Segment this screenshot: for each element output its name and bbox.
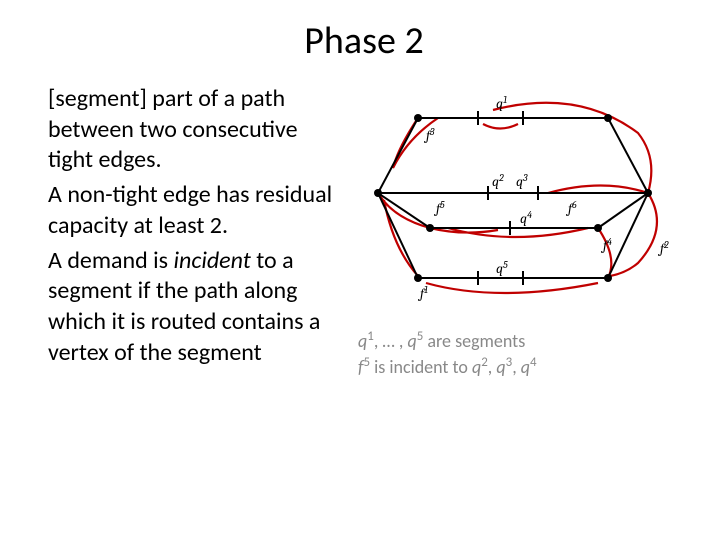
para-1: [segment] part of a path between two con… bbox=[48, 84, 348, 176]
label-q4: q4 bbox=[520, 209, 532, 227]
curve-f2 bbox=[610, 193, 657, 276]
graph-labels: q1 q2 q3 q4 q5 f1 f2 f3 f4 f5 f6 bbox=[417, 94, 669, 302]
graph-diagram: q1 q2 q3 q4 q5 f1 f2 f3 f4 f5 f6 bbox=[348, 78, 688, 318]
label-q5: q5 bbox=[496, 259, 508, 277]
label-q2: q2 bbox=[492, 172, 504, 190]
caption-line-1: q1, … , q5 are segments bbox=[358, 328, 537, 354]
para-3a: A demand is bbox=[48, 246, 174, 275]
curve-q1 bbox=[483, 124, 518, 129]
text-column: [segment] part of a path between two con… bbox=[48, 84, 348, 372]
diagram-column: q1 q2 q3 q4 q5 f1 f2 f3 f4 f5 f6 q1, … ,… bbox=[358, 84, 680, 372]
label-f6: f6 bbox=[565, 199, 577, 217]
caption-line-2: f5 is incident to q2, q3, q4 bbox=[358, 354, 537, 380]
tick-marks bbox=[478, 111, 538, 285]
label-f2: f2 bbox=[657, 239, 669, 257]
caption: q1, … , q5 are segments f5 is incident t… bbox=[358, 328, 537, 380]
content: [segment] part of a path between two con… bbox=[48, 84, 680, 372]
curve-f6 bbox=[548, 186, 648, 194]
label-q3: q3 bbox=[516, 172, 528, 190]
graph-edges bbox=[378, 118, 648, 278]
curve-f1 bbox=[384, 200, 418, 276]
para-3: A demand is incident to a segment if the… bbox=[48, 246, 348, 369]
label-f1: f1 bbox=[417, 284, 428, 302]
para-3-italic: incident bbox=[174, 246, 257, 275]
label-f5: f5 bbox=[433, 199, 445, 217]
label-q1: q1 bbox=[496, 94, 507, 112]
curve-q5 bbox=[426, 283, 598, 293]
page-title: Phase 2 bbox=[48, 18, 680, 64]
para-2: A non-tight edge has residual capacity a… bbox=[48, 180, 348, 241]
